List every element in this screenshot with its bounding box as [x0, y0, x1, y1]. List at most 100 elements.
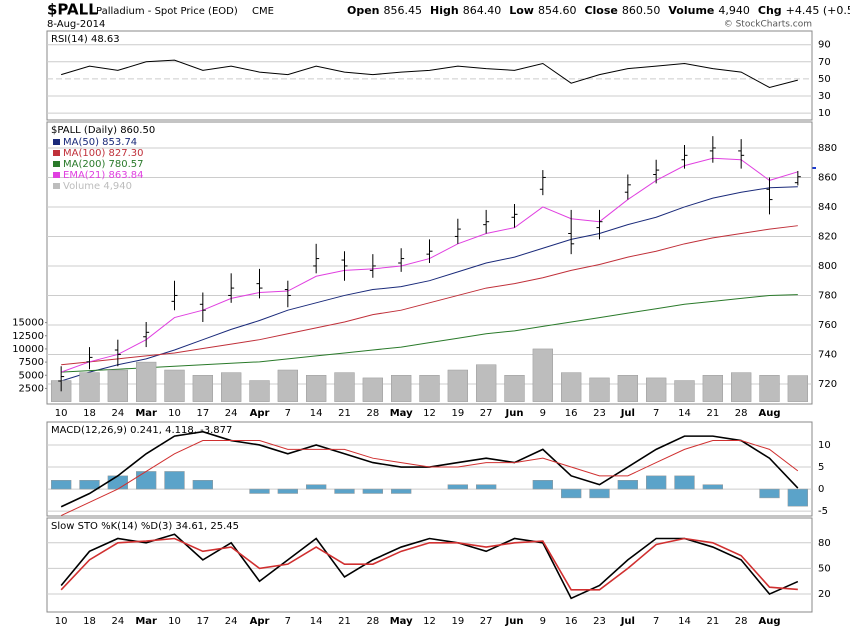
quote-value: 4,940 [718, 4, 750, 17]
bar [532, 480, 554, 490]
x-tick-label: 7 [285, 408, 291, 419]
x-tick-label: 28 [735, 408, 748, 419]
copyright: © StockCharts.com [724, 20, 812, 30]
x-tick-label: 16 [565, 408, 578, 419]
panel-title: RSI(14) 48.63 [51, 34, 120, 45]
exchange: CME [252, 6, 274, 17]
x-tick-label: Apr [250, 408, 270, 419]
y-tick-label: 5 [818, 462, 824, 473]
quote-label: Open [347, 4, 380, 17]
x-tick-label: 14 [310, 408, 323, 419]
bar [334, 372, 355, 402]
date: 8-Aug-2014 [47, 19, 105, 30]
bar [731, 372, 752, 402]
x-tick-label: 12 [423, 408, 436, 419]
legend-entry: Volume 4,940 [63, 181, 132, 192]
x-tick-label: 27 [480, 616, 493, 627]
y-tick-label: 760 [818, 320, 837, 331]
x-tick-label: 21 [706, 408, 719, 419]
x-tick-label: Aug [758, 616, 780, 627]
x-tick-label: 10 [168, 616, 181, 627]
y-tick-label: 70 [818, 57, 831, 68]
y2-tick-label: 12500 [12, 331, 44, 342]
bar [447, 369, 468, 402]
x-tick-label: 24 [111, 408, 124, 419]
x-tick-label: 18 [83, 408, 96, 419]
y-tick-label: 880 [818, 143, 837, 154]
bar [589, 488, 610, 499]
x-tick-label: Apr [250, 616, 270, 627]
x-tick-label: 23 [593, 616, 606, 627]
line [60, 537, 798, 591]
y-tick-label: 720 [818, 379, 837, 390]
x-tick-label: 19 [451, 408, 464, 419]
quote-value: 864.40 [463, 4, 502, 17]
y2-tick-label: 15000 [12, 318, 44, 329]
bar [787, 488, 809, 507]
bar [504, 375, 525, 402]
bar [79, 480, 100, 490]
quote-value: +4.45 (+0.52%) [786, 4, 850, 17]
x-tick-label: 17 [196, 408, 209, 419]
y-tick-label: 30 [818, 91, 831, 102]
x-tick-label: 18 [83, 616, 96, 627]
bar [561, 488, 582, 499]
quote-label: Low [509, 4, 534, 17]
x-tick-label: 16 [565, 616, 578, 627]
line [61, 225, 798, 366]
x-tick-label: May [390, 616, 413, 627]
line [61, 186, 798, 382]
bar [646, 377, 667, 402]
bar [759, 375, 780, 402]
x-tick-label: 24 [225, 408, 238, 419]
panel-title: Slow STO %K(14) %D(3) 34.61, 25.45 [51, 521, 239, 532]
x-tick-label: 10 [55, 408, 68, 419]
quote-label: Chg [758, 4, 782, 17]
bar [759, 488, 780, 499]
description: Palladium - Spot Price (EOD) [96, 6, 238, 17]
legend-swatch [53, 183, 60, 189]
bar [391, 375, 412, 402]
bar [249, 488, 270, 494]
x-tick-label: 21 [338, 408, 351, 419]
bar [334, 488, 355, 494]
x-tick-label: May [390, 408, 413, 419]
x-tick-label: 24 [111, 616, 124, 627]
x-tick-label: 12 [423, 616, 436, 627]
x-tick-label: 9 [540, 408, 546, 419]
bar [277, 488, 298, 494]
bar [391, 488, 412, 494]
panel [46, 30, 813, 121]
x-tick-label: 28 [735, 616, 748, 627]
bar [787, 375, 809, 402]
bar [674, 475, 695, 490]
bar [617, 375, 639, 402]
bar [589, 377, 610, 402]
bar [164, 471, 185, 490]
x-tick-label: Jul [620, 616, 635, 627]
x-tick-label: Jul [620, 408, 635, 419]
panel [46, 517, 813, 613]
y-tick-label: 80 [818, 538, 831, 549]
y-tick-label: 860 [818, 172, 837, 183]
line [61, 294, 798, 373]
legend-swatch [53, 172, 60, 178]
bar [164, 369, 185, 402]
y-tick-label: 50 [818, 563, 831, 574]
bar [362, 377, 383, 402]
y-tick-label: 10 [818, 440, 831, 451]
legend-entry: MA(100) 827.30 [63, 148, 144, 159]
quote-value: 856.45 [384, 4, 423, 17]
y-tick-label: 50 [818, 74, 831, 85]
panel [46, 421, 813, 517]
bar [617, 480, 639, 490]
legend-swatch [53, 150, 60, 156]
x-tick-label: 24 [225, 616, 238, 627]
legend-swatch [53, 139, 60, 145]
x-tick-label: 17 [196, 616, 209, 627]
bar [419, 375, 440, 402]
quote-value: 854.60 [538, 4, 577, 17]
y-tick-label: 740 [818, 349, 837, 360]
y-tick-label: 820 [818, 231, 837, 242]
